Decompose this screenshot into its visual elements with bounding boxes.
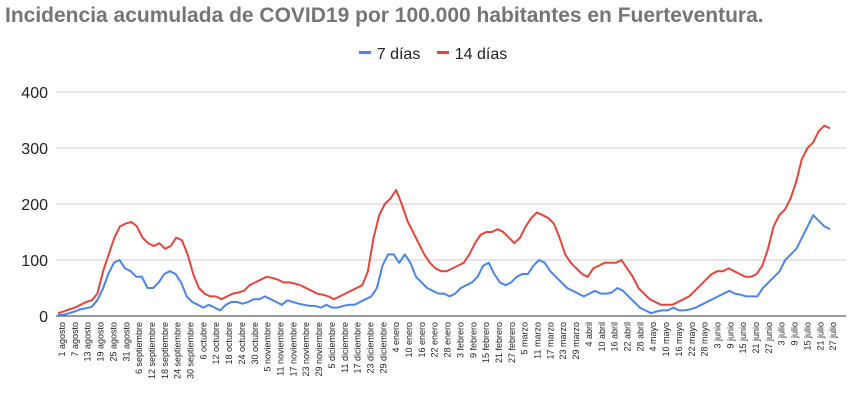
x-tick-label: 29 diciembre bbox=[378, 322, 388, 374]
x-tick-label: 27 junio bbox=[764, 322, 774, 354]
legend-item-14-dias[interactable]: 14 días bbox=[436, 46, 508, 64]
x-tick-label: 25 agosto bbox=[108, 322, 118, 362]
x-tick-label: 17 marzo bbox=[545, 322, 555, 360]
x-tick-label: 30 octubre bbox=[250, 322, 260, 365]
x-tick-label: 12 septiembre bbox=[147, 322, 157, 379]
y-tick-label: 0 bbox=[39, 309, 48, 326]
x-tick-label: 17 diciembre bbox=[353, 322, 363, 374]
x-tick-label: 9 junio bbox=[725, 322, 735, 349]
x-tick-label: 10 abril bbox=[597, 322, 607, 352]
x-tick-label: 16 abril bbox=[610, 322, 620, 352]
x-tick-label: 23 diciembre bbox=[366, 322, 376, 374]
x-tick-label: 10 mayo bbox=[661, 322, 671, 357]
x-tick-label: 23 marzo bbox=[558, 322, 568, 360]
x-tick-label: 28 enero bbox=[443, 322, 453, 358]
x-tick-label: 15 julio bbox=[802, 322, 812, 351]
legend: 7 días 14 días bbox=[0, 46, 866, 64]
x-tick-label: 22 mayo bbox=[687, 322, 697, 357]
legend-swatch-7-dias bbox=[358, 51, 371, 55]
x-tick-label: 4 abril bbox=[584, 322, 594, 347]
legend-item-7-dias[interactable]: 7 días bbox=[358, 46, 421, 64]
x-tick-label: 22 abril bbox=[623, 322, 633, 352]
x-tick-label: 9 julio bbox=[790, 322, 800, 346]
x-tick-label: 3 febrero bbox=[455, 322, 465, 358]
y-tick-label: 400 bbox=[21, 85, 48, 102]
x-tick-label: 28 abril bbox=[635, 322, 645, 352]
x-tick-label: 23 noviembre bbox=[301, 322, 311, 377]
x-tick-label: 18 octubre bbox=[224, 322, 234, 365]
x-tick-label: 17 noviembre bbox=[288, 322, 298, 377]
y-tick-label: 100 bbox=[21, 253, 48, 270]
x-tick-label: 9 febrero bbox=[468, 322, 478, 358]
x-tick-label: 21 junio bbox=[751, 322, 761, 354]
x-tick-label: 24 septiembre bbox=[173, 322, 183, 379]
x-tick-label: 30 septiembre bbox=[186, 322, 196, 379]
x-tick-label: 24 octubre bbox=[237, 322, 247, 365]
x-tick-label: 29 marzo bbox=[571, 322, 581, 360]
x-tick-label: 10 enero bbox=[404, 322, 414, 358]
x-tick-label: 19 agosto bbox=[96, 322, 106, 362]
x-tick-label: 3 julio bbox=[777, 322, 787, 346]
x-tick-label: 22 enero bbox=[430, 322, 440, 358]
x-tick-label: 27 febrero bbox=[507, 322, 517, 363]
x-tick-label: 11 diciembre bbox=[340, 322, 350, 373]
y-tick-label: 300 bbox=[21, 141, 48, 158]
x-tick-label: 11 marzo bbox=[533, 322, 543, 359]
series-line-7-dias bbox=[58, 214, 831, 316]
x-tick-label: 15 junio bbox=[738, 322, 748, 354]
x-tick-label: 31 agosto bbox=[121, 322, 131, 362]
x-tick-label: 13 agosto bbox=[83, 322, 93, 362]
x-tick-label: 28 mayo bbox=[700, 322, 710, 357]
x-tick-label: 6 octubre bbox=[198, 322, 208, 360]
chart-title: Incidencia acumulada de COVID19 por 100.… bbox=[5, 4, 764, 27]
x-tick-label: 29 noviembre bbox=[314, 322, 324, 377]
x-tick-label: 15 febrero bbox=[481, 322, 491, 363]
legend-label-14-dias: 14 días bbox=[454, 46, 508, 63]
x-tick-label: 1 agosto bbox=[57, 322, 67, 357]
x-tick-label: 7 agosto bbox=[70, 322, 80, 357]
x-tick-label: 12 octubre bbox=[211, 322, 221, 365]
x-tick-label: 5 noviembre bbox=[263, 322, 273, 372]
x-tick-label: 16 enero bbox=[417, 322, 427, 358]
legend-label-7-dias: 7 días bbox=[376, 46, 421, 63]
x-tick-label: 11 noviembre bbox=[276, 322, 286, 376]
series-line-14-dias bbox=[57, 124, 831, 315]
x-tick-label: 21 julio bbox=[815, 322, 825, 351]
x-tick-label: 5 diciembre bbox=[327, 322, 337, 369]
x-tick-label: 4 enero bbox=[391, 322, 401, 353]
x-tick-label: 6 septiembre bbox=[134, 322, 144, 374]
legend-swatch-14-dias bbox=[436, 51, 449, 55]
x-tick-label: 5 marzo bbox=[520, 322, 530, 355]
x-tick-label: 16 mayo bbox=[674, 322, 684, 357]
x-tick-label: 27 julio bbox=[828, 322, 838, 351]
x-tick-label: 18 septiembre bbox=[160, 322, 170, 379]
y-tick-label: 200 bbox=[21, 197, 48, 214]
x-tick-label: 21 febrero bbox=[494, 322, 504, 363]
x-tick-label: 3 junio bbox=[713, 322, 723, 349]
x-tick-label: 4 mayo bbox=[648, 322, 658, 352]
